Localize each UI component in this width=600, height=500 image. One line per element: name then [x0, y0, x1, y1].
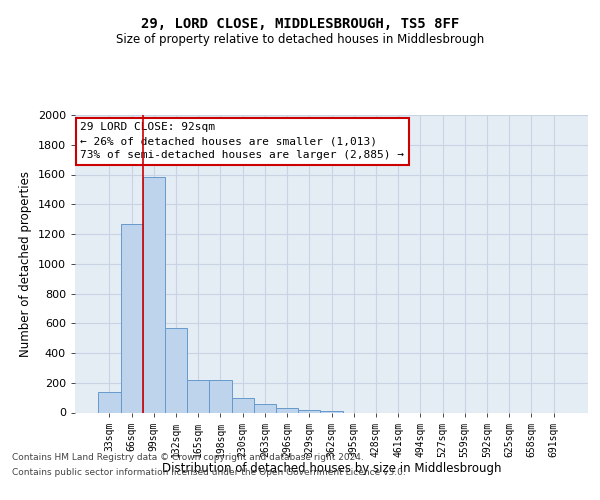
- Y-axis label: Number of detached properties: Number of detached properties: [19, 171, 32, 357]
- X-axis label: Distribution of detached houses by size in Middlesbrough: Distribution of detached houses by size …: [162, 462, 501, 475]
- Bar: [298, 410, 320, 412]
- Bar: [143, 178, 165, 412]
- Bar: [121, 224, 143, 412]
- Bar: [320, 411, 343, 412]
- Bar: [254, 404, 276, 412]
- Bar: [232, 398, 254, 412]
- Bar: [209, 380, 232, 412]
- Text: Contains HM Land Registry data © Crown copyright and database right 2024.: Contains HM Land Registry data © Crown c…: [12, 453, 364, 462]
- Bar: [276, 408, 298, 412]
- Text: Contains public sector information licensed under the Open Government Licence v3: Contains public sector information licen…: [12, 468, 406, 477]
- Text: Size of property relative to detached houses in Middlesbrough: Size of property relative to detached ho…: [116, 32, 484, 46]
- Text: 29, LORD CLOSE, MIDDLESBROUGH, TS5 8FF: 29, LORD CLOSE, MIDDLESBROUGH, TS5 8FF: [141, 18, 459, 32]
- Bar: [98, 392, 121, 412]
- Text: 29 LORD CLOSE: 92sqm
← 26% of detached houses are smaller (1,013)
73% of semi-de: 29 LORD CLOSE: 92sqm ← 26% of detached h…: [80, 122, 404, 160]
- Bar: [165, 328, 187, 412]
- Bar: [187, 380, 209, 412]
